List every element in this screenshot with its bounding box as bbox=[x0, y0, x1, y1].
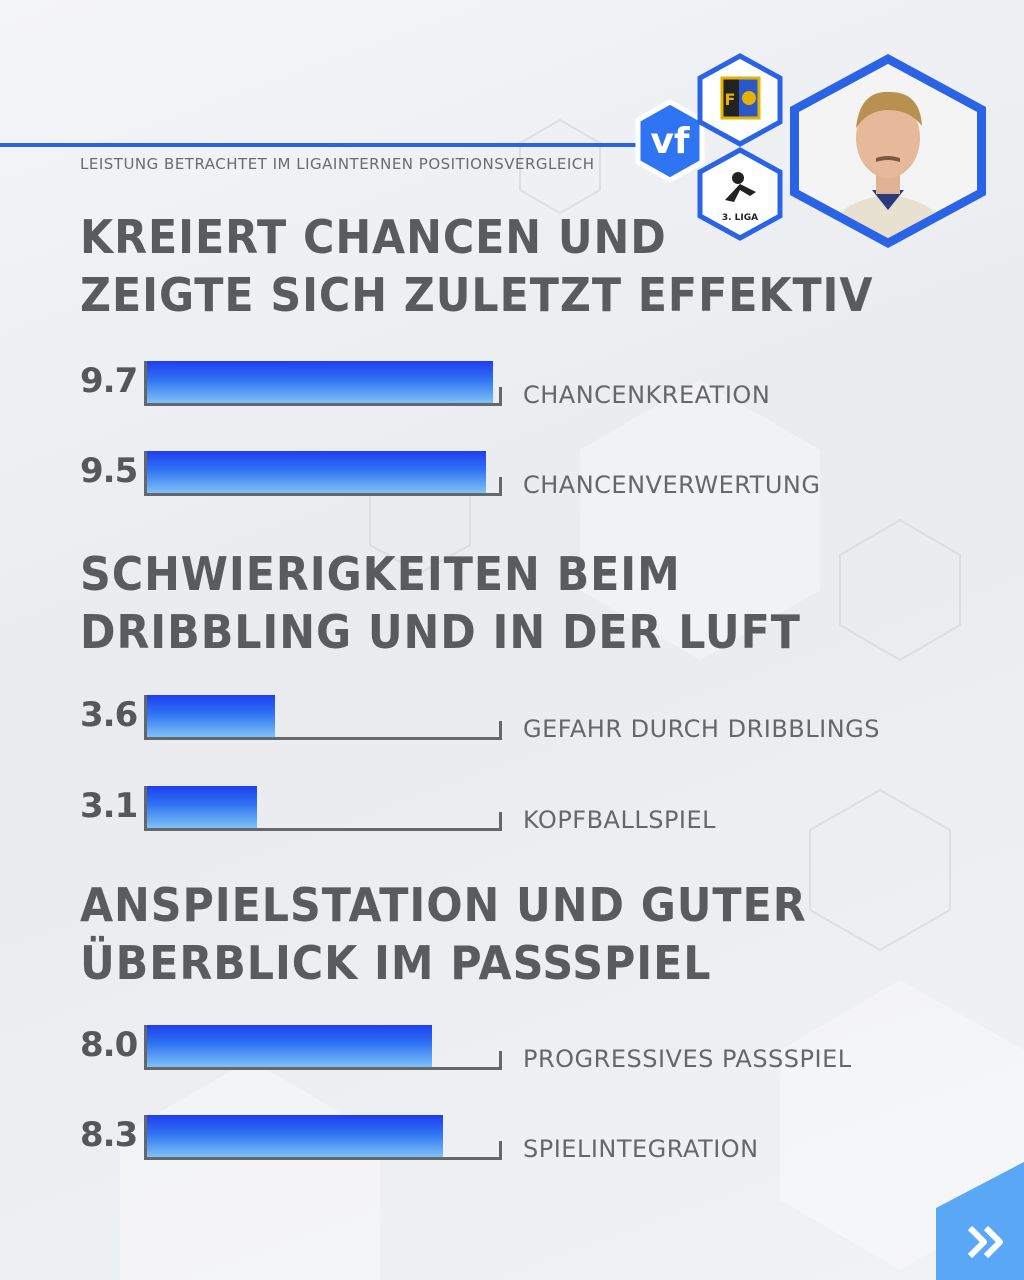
axis-baseline bbox=[144, 403, 502, 406]
axis-start bbox=[144, 361, 147, 406]
league-logo-icon: 3. LIGA bbox=[697, 147, 783, 241]
stat-row: 3.6 GEFAHR DURCH DRIBBLINGS bbox=[0, 695, 1024, 755]
stat-value: 9.7 bbox=[80, 361, 138, 401]
stat-label: CHANCENKREATION bbox=[523, 381, 771, 409]
stat-value: 3.6 bbox=[80, 695, 138, 735]
top-accent-line bbox=[0, 143, 640, 147]
stat-label: KOPFBALLSPIEL bbox=[523, 806, 717, 834]
vf-logo-icon: vf bbox=[635, 99, 705, 183]
section-2-heading-line1: SCHWIERIGKEITEN BEIM bbox=[80, 547, 681, 601]
badge-cluster: vf F 3. LIGA bbox=[635, 53, 986, 248]
stat-bar bbox=[146, 1025, 432, 1067]
axis-baseline bbox=[144, 1157, 502, 1160]
player-portrait-icon bbox=[790, 54, 986, 248]
axis-baseline bbox=[144, 1067, 502, 1070]
section-3-heading: ANSPIELSTATION UND GUTER ÜBERBLICK IM PA… bbox=[80, 876, 807, 992]
section-3-heading-line1: ANSPIELSTATION UND GUTER bbox=[80, 878, 807, 932]
stat-value: 8.3 bbox=[80, 1115, 138, 1155]
stat-label: GEFAHR DURCH DRIBBLINGS bbox=[523, 715, 880, 743]
club-crest-icon: F bbox=[697, 53, 783, 147]
axis-baseline bbox=[144, 493, 502, 496]
axis-end-tick bbox=[499, 1051, 502, 1070]
axis-end-tick bbox=[499, 477, 502, 496]
axis-end-tick bbox=[499, 812, 502, 831]
axis-baseline bbox=[144, 737, 502, 740]
axis-end-tick bbox=[499, 721, 502, 740]
svg-text:F: F bbox=[725, 90, 736, 109]
stat-bar bbox=[146, 451, 486, 493]
next-button[interactable] bbox=[936, 1162, 1024, 1280]
axis-end-tick bbox=[499, 1141, 502, 1160]
stat-value: 9.5 bbox=[80, 451, 138, 491]
vf-logo-text: vf bbox=[650, 121, 689, 162]
page-subtitle: LEISTUNG BETRACHTET IM LIGAINTERNEN POSI… bbox=[80, 155, 595, 173]
axis-start bbox=[144, 695, 147, 740]
axis-start bbox=[144, 1025, 147, 1070]
stat-label: SPIELINTEGRATION bbox=[523, 1135, 759, 1163]
stat-label: PROGRESSIVES PASSSPIEL bbox=[523, 1045, 852, 1073]
stat-bar bbox=[146, 361, 493, 403]
stat-value: 3.1 bbox=[80, 786, 138, 826]
stat-row: 9.5 CHANCENVERWERTUNG bbox=[0, 451, 1024, 511]
stat-label: CHANCENVERWERTUNG bbox=[523, 471, 821, 499]
stat-row: 3.1 KOPFBALLSPIEL bbox=[0, 786, 1024, 846]
section-1-heading-line2: ZEIGTE SICH ZULETZT EFFEKTIV bbox=[80, 268, 874, 322]
section-1-heading-line1: KREIERT CHANCEN UND bbox=[80, 210, 667, 264]
section-2-heading-line2: DRIBBLING UND IN DER LUFT bbox=[80, 605, 801, 659]
stat-bar bbox=[146, 786, 257, 828]
stat-row: 9.7 CHANCENKREATION bbox=[0, 361, 1024, 421]
double-chevron-right-icon bbox=[967, 1225, 1003, 1259]
league-label: 3. LIGA bbox=[722, 213, 758, 223]
stat-value: 8.0 bbox=[80, 1025, 138, 1065]
axis-start bbox=[144, 786, 147, 831]
stat-bar bbox=[146, 695, 275, 737]
axis-start bbox=[144, 1115, 147, 1160]
stat-bar bbox=[146, 1115, 443, 1157]
stat-row: 8.0 PROGRESSIVES PASSSPIEL bbox=[0, 1025, 1024, 1085]
axis-baseline bbox=[144, 828, 502, 831]
axis-start bbox=[144, 451, 147, 496]
axis-end-tick bbox=[499, 387, 502, 406]
stat-row: 8.3 SPIELINTEGRATION bbox=[0, 1115, 1024, 1175]
section-3-heading-line2: ÜBERBLICK IM PASSSPIEL bbox=[80, 936, 712, 990]
section-1-heading: KREIERT CHANCEN UND ZEIGTE SICH ZULETZT … bbox=[80, 208, 873, 324]
section-2-heading: SCHWIERIGKEITEN BEIM DRIBBLING UND IN DE… bbox=[80, 545, 801, 661]
